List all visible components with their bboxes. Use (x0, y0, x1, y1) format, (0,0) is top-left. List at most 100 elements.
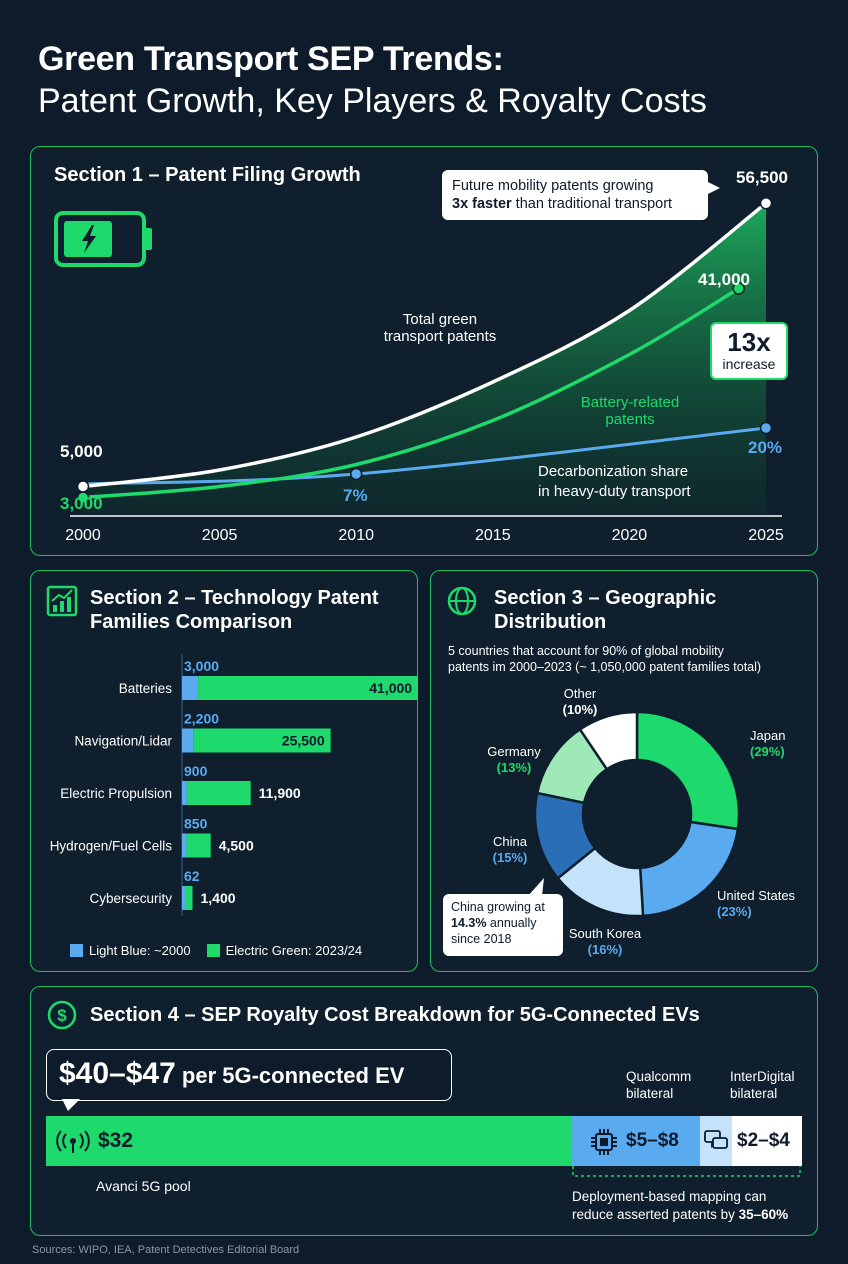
increase-small: increase (722, 356, 776, 372)
total-series-label: Total green transport patents (370, 311, 510, 345)
section3-title: Section 3 – Geographic Distribution (494, 586, 716, 634)
bar-2000 (182, 886, 185, 910)
section3-desc-line: 5 countries that account for 90% of glob… (448, 644, 724, 658)
battery-series-label-line: patents (605, 411, 655, 428)
x-tick-label: 2020 (612, 527, 648, 544)
page-subtitle: Patent Growth, Key Players & Royalty Cos… (38, 82, 707, 120)
section4-title: Section 4 – SEP Royalty Cost Breakdown f… (90, 1004, 700, 1026)
bar-2000 (182, 833, 187, 858)
interdigital-value: $2–$4 (737, 1130, 790, 1151)
bar-2000-value-label: 62 (184, 868, 200, 884)
avanci-pool-label: Avanci 5G pool (96, 1178, 191, 1194)
total-series-line (82, 201, 768, 489)
total-start-label: 5,000 (60, 442, 103, 461)
donut-slice (578, 710, 639, 771)
china-callout-line3: since 2018 (451, 932, 512, 946)
bar-2023-value-label: 25,500 (282, 733, 325, 749)
bar-2023-value-label: 11,900 (259, 785, 301, 801)
deployment-note-line1: Deployment-based mapping can (572, 1189, 767, 1204)
antenna-icon (56, 1130, 90, 1159)
section3-description: 5 countries that account for 90% of glob… (448, 643, 761, 675)
chat-icon (704, 1130, 728, 1157)
decarb-end-label: 20% (748, 438, 783, 457)
svg-text:$: $ (57, 1006, 67, 1025)
interdigital-label-line: bilateral (730, 1086, 778, 1101)
battery-icon (54, 210, 156, 273)
chip-icon (590, 1128, 618, 1161)
battery-series-label: Battery-related patents (560, 394, 700, 428)
donut-slice-label: Germany (487, 744, 541, 759)
royalty-headline: $40–$47 per 5G-connected EV (46, 1049, 452, 1101)
donut-slice-pct: (15%) (493, 850, 528, 865)
increase-big: 13x (727, 327, 771, 357)
section2-title-line: Families Comparison (90, 611, 293, 633)
bar-2023 (185, 886, 193, 910)
x-tick-label: 2005 (202, 527, 238, 544)
avanci-pool-segment: $32 (46, 1116, 572, 1166)
chat-segment (700, 1116, 732, 1166)
battery-series-label-line: Battery-related (580, 394, 680, 411)
donut-slice-label: Japan (750, 728, 785, 743)
x-tick-label: 2000 (65, 527, 101, 544)
avanci-pool-value: $32 (98, 1129, 134, 1152)
bar-category-label: Hydrogen/Fuel Cells (50, 839, 173, 854)
deployment-note-pre: reduce asserted patents by (572, 1207, 739, 1222)
donut-slice-pct: (16%) (588, 942, 623, 957)
dollar-icon: $ (46, 999, 78, 1036)
callout-bold: 3x faster (452, 196, 512, 212)
increase-badge: 13x increase (710, 322, 788, 380)
callout-pointer (704, 180, 720, 196)
qualcomm-label-line: Qualcomm (626, 1069, 692, 1084)
bar-category-label: Cybersecurity (89, 891, 172, 906)
china-callout-pointer (528, 878, 544, 896)
interdigital-label-line: InterDigital (730, 1069, 795, 1084)
bar-2000-value-label: 3,000 (184, 658, 219, 674)
donut-slice-pct: (10%) (563, 702, 598, 717)
china-callout-rest: annually (486, 916, 537, 930)
china-callout-line2: 14.3% annually (451, 915, 555, 931)
battery-start-label: 3,000 (60, 494, 103, 513)
battery-series-line (82, 287, 740, 500)
legend-swatch-green (206, 944, 220, 957)
section3-title-line: Section 3 – Geographic (494, 587, 717, 609)
china-growth-callout: China growing at 14.3% annually since 20… (443, 894, 563, 956)
decarb-series-label-line: Decarbonization share (538, 463, 689, 480)
bar-2023 (193, 728, 331, 753)
donut-slice-pct: (29%) (750, 744, 785, 759)
bar-category-label: Navigation/Lidar (74, 734, 172, 749)
qualcomm-label: Qualcomm bilateral (626, 1068, 691, 1102)
legend-swatch-blue (70, 944, 83, 957)
bar-2000 (182, 781, 187, 805)
interdigital-label: InterDigital bilateral (730, 1068, 795, 1102)
donut-slice-pct: (13%) (497, 760, 532, 775)
section3-desc-line: patents im 2000–2023 (~ 1,050,000 patent… (448, 660, 762, 674)
legend-label-blue: Light Blue: ~2000 (89, 943, 191, 958)
bar-2023 (198, 676, 418, 700)
donut-slice-label: United States (717, 888, 796, 903)
source-footer: Sources: WIPO, IEA, Patent Detectives Ed… (32, 1244, 300, 1256)
royalty-headline-big: $40–$47 (59, 1057, 176, 1090)
section2-title: Section 2 – Technology Patent Families C… (90, 586, 379, 634)
section1-line-chart: 2000 2005 2010 2015 2020 2025 (65, 197, 784, 544)
section4-panel (30, 986, 818, 1236)
total-area-fill (83, 203, 766, 514)
china-callout-bold: 14.3% (451, 916, 487, 930)
deployment-note-bold: 35–60% (738, 1207, 789, 1222)
donut-slice (635, 710, 741, 831)
bar-2023-value-label: 4,500 (219, 838, 254, 854)
bracket-line (572, 1166, 801, 1177)
section2-panel (30, 570, 418, 972)
callout-rest: than traditional transport (511, 196, 673, 212)
china-callout-line1: China growing at (451, 900, 545, 914)
donut-slice-label: South Korea (569, 926, 642, 941)
chart-growth-icon (46, 585, 78, 622)
bar-category-label: Batteries (119, 681, 173, 696)
decarb-mid-label: 7% (343, 486, 368, 505)
bar-2000 (182, 728, 194, 753)
legend-label-green: Electric Green: 2023/24 (225, 943, 363, 958)
decarb-end-point (759, 421, 773, 435)
section1-title: Section 1 – Patent Filing Growth (54, 164, 361, 186)
total-end-point (759, 197, 773, 210)
deployment-note: Deployment-based mapping can reduce asse… (572, 1188, 788, 1224)
total-series-label-line: Total green (402, 311, 478, 328)
